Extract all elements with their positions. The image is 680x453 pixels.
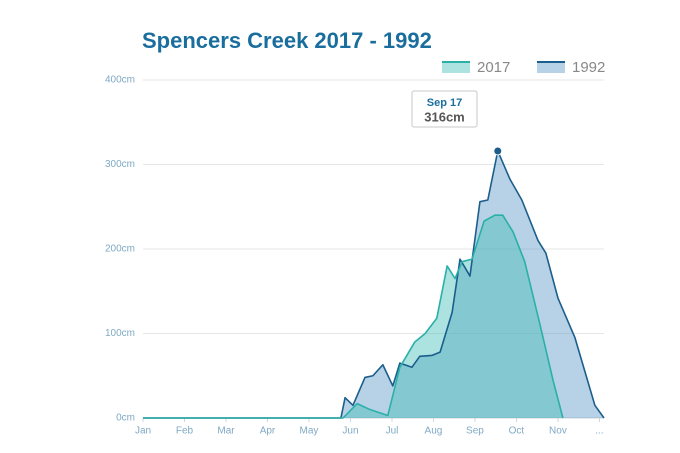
- area-fill: [143, 215, 563, 418]
- area-line: [143, 150, 605, 419]
- tooltip-date: Sep 17: [427, 97, 462, 109]
- x-tick-label: Mar: [217, 426, 235, 437]
- legend-swatch: [442, 62, 470, 73]
- x-tick-label: ...: [595, 426, 603, 437]
- x-tick-label: Oct: [509, 426, 525, 437]
- x-tick-label: May: [300, 426, 319, 437]
- x-tick-label: Jun: [342, 426, 358, 437]
- area-line: [143, 214, 564, 419]
- x-tick-label: Apr: [260, 426, 276, 437]
- legend-label: 2017: [477, 59, 510, 76]
- x-tick-label: Sep: [466, 426, 484, 437]
- y-tick-label: 0cm: [116, 413, 135, 424]
- tooltip-box: [411, 90, 478, 128]
- tooltip-value: 316cm: [424, 109, 464, 124]
- x-tick-label: Feb: [176, 426, 194, 437]
- chart-title: Spencers Creek 2017 - 1992: [142, 28, 432, 53]
- y-tick-label: 300cm: [105, 159, 135, 170]
- y-tick-label: 200cm: [105, 244, 135, 255]
- y-tick-label: 400cm: [105, 75, 135, 86]
- x-tick-label: Jan: [135, 426, 151, 437]
- legend-swatch: [537, 62, 565, 73]
- x-tick-label: Nov: [549, 426, 567, 437]
- y-tick-label: 100cm: [105, 328, 135, 339]
- highlight-point: [493, 146, 503, 156]
- x-tick-label: Aug: [425, 426, 443, 437]
- legend-label: 1992: [572, 59, 605, 76]
- x-tick-label: Jul: [386, 426, 399, 437]
